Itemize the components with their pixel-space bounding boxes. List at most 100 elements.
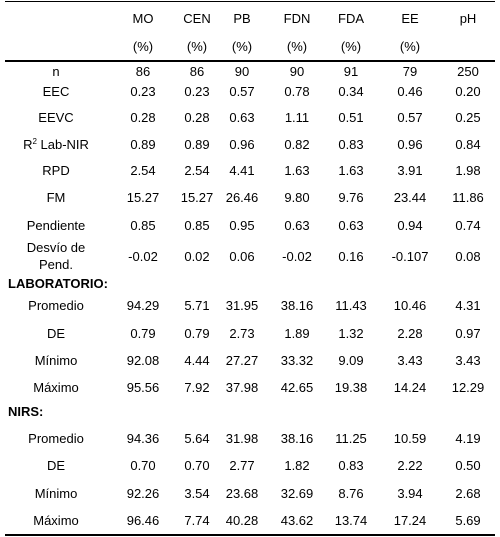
table-cell: 0.08 [455, 249, 481, 264]
table-cell: 96.46 [126, 513, 160, 528]
table-cell: 14.24 [393, 380, 427, 395]
table-cell: 10.46 [393, 298, 427, 313]
bottom-rule [5, 534, 495, 536]
column-header: CEN [183, 11, 211, 26]
row-label: Pendiente [26, 218, 86, 233]
table-cell: 11.86 [452, 190, 484, 205]
table-cell: 0.94 [397, 218, 423, 233]
table-cell: 0.20 [455, 84, 481, 99]
table-cell: 0.70 [184, 458, 210, 473]
table-cell: 1.82 [284, 458, 310, 473]
table-cell: 0.83 [338, 137, 364, 152]
table-cell: 5.69 [455, 513, 481, 528]
column-header: FDA [338, 11, 364, 26]
table-cell: 12.29 [451, 380, 485, 395]
table-cell: 91 [343, 64, 359, 79]
table-cell: 0.70 [130, 458, 156, 473]
table-cell: 1.63 [338, 163, 364, 178]
table-cell: 90 [289, 64, 305, 79]
row-label: Desvío de [26, 240, 86, 255]
column-header: pH [459, 11, 477, 26]
table-cell: 15.27 [126, 190, 160, 205]
table-cell: 33.32 [280, 353, 314, 368]
table-cell: 2.54 [130, 163, 156, 178]
table-cell: 0.02 [184, 249, 210, 264]
row-label: DE [46, 326, 66, 341]
row-label: EEVC [38, 110, 74, 125]
table-cell: 9.76 [338, 190, 364, 205]
row-label: Máximo [33, 380, 79, 395]
table-cell: 0.95 [229, 218, 255, 233]
header-rule [5, 60, 495, 62]
section-title: LABORATORIO: [8, 276, 108, 291]
table-cell: 3.43 [455, 353, 481, 368]
table-cell: -0.107 [391, 249, 429, 264]
table-cell: 0.28 [130, 110, 156, 125]
row-label: Promedio [28, 431, 84, 446]
table-cell: 9.80 [284, 190, 310, 205]
table-cell: 0.16 [338, 249, 364, 264]
table-cell: 3.94 [397, 486, 423, 501]
table-cell: 79 [402, 64, 418, 79]
row-label: EEC [42, 84, 70, 99]
table-cell: 26.46 [225, 190, 259, 205]
table-cell: 0.51 [338, 110, 364, 125]
table-cell: 23.44 [393, 190, 427, 205]
row-label: Mínimo [34, 486, 78, 501]
column-unit: (%) [340, 39, 362, 54]
table-cell: -0.02 [282, 249, 312, 264]
table-cell: 37.98 [225, 380, 259, 395]
table-cell: 250 [457, 64, 479, 79]
table-cell: 0.96 [229, 137, 255, 152]
table-cell: 7.74 [184, 513, 210, 528]
table-cell: 1.98 [455, 163, 481, 178]
table-cell: 0.82 [284, 137, 310, 152]
table-cell: 31.98 [225, 431, 259, 446]
table-cell: 8.76 [338, 486, 364, 501]
table-cell: 0.89 [130, 137, 156, 152]
row-label: DE [46, 458, 66, 473]
table-cell: 0.63 [229, 110, 255, 125]
table-cell: 3.43 [397, 353, 423, 368]
table-cell: 0.57 [397, 110, 423, 125]
table-cell: 13.74 [334, 513, 368, 528]
row-label: Máximo [33, 513, 79, 528]
column-header: EE [401, 11, 419, 26]
column-unit: (%) [231, 39, 253, 54]
table-cell: 1.63 [284, 163, 310, 178]
table-cell: 0.89 [184, 137, 210, 152]
table-cell: 40.28 [225, 513, 259, 528]
column-unit: (%) [399, 39, 421, 54]
table-cell: 0.50 [455, 458, 481, 473]
table-cell: 0.79 [184, 326, 210, 341]
table-cell: 10.59 [393, 431, 427, 446]
table-cell: 0.63 [338, 218, 364, 233]
table-cell: 15.27 [180, 190, 214, 205]
table-cell: 0.79 [130, 326, 156, 341]
column-unit: (%) [186, 39, 208, 54]
row-label: FM [46, 190, 66, 205]
table-cell: 3.54 [184, 486, 210, 501]
row-label: RPD [42, 163, 70, 178]
table-cell: 0.23 [130, 84, 156, 99]
column-unit: (%) [132, 39, 154, 54]
table-cell: 0.97 [455, 326, 481, 341]
column-header: FDN [283, 11, 311, 26]
table-cell: 11.25 [335, 431, 367, 446]
column-unit: (%) [286, 39, 308, 54]
table-cell: 0.78 [284, 84, 310, 99]
table-cell: 0.25 [455, 110, 481, 125]
row-label: n [52, 64, 60, 79]
table-cell: 0.23 [184, 84, 210, 99]
table-cell: 1.11 [284, 110, 310, 125]
table-cell: 2.54 [184, 163, 210, 178]
table-cell: 23.68 [225, 486, 259, 501]
table-cell: 92.26 [126, 486, 160, 501]
table-cell: 7.92 [184, 380, 210, 395]
table-cell: 1.89 [284, 326, 310, 341]
table-cell: 4.41 [229, 163, 255, 178]
table-cell: 2.68 [455, 486, 481, 501]
table-cell: 2.77 [229, 458, 255, 473]
table-cell: 11.43 [335, 298, 367, 313]
table-cell: 1.32 [338, 326, 364, 341]
